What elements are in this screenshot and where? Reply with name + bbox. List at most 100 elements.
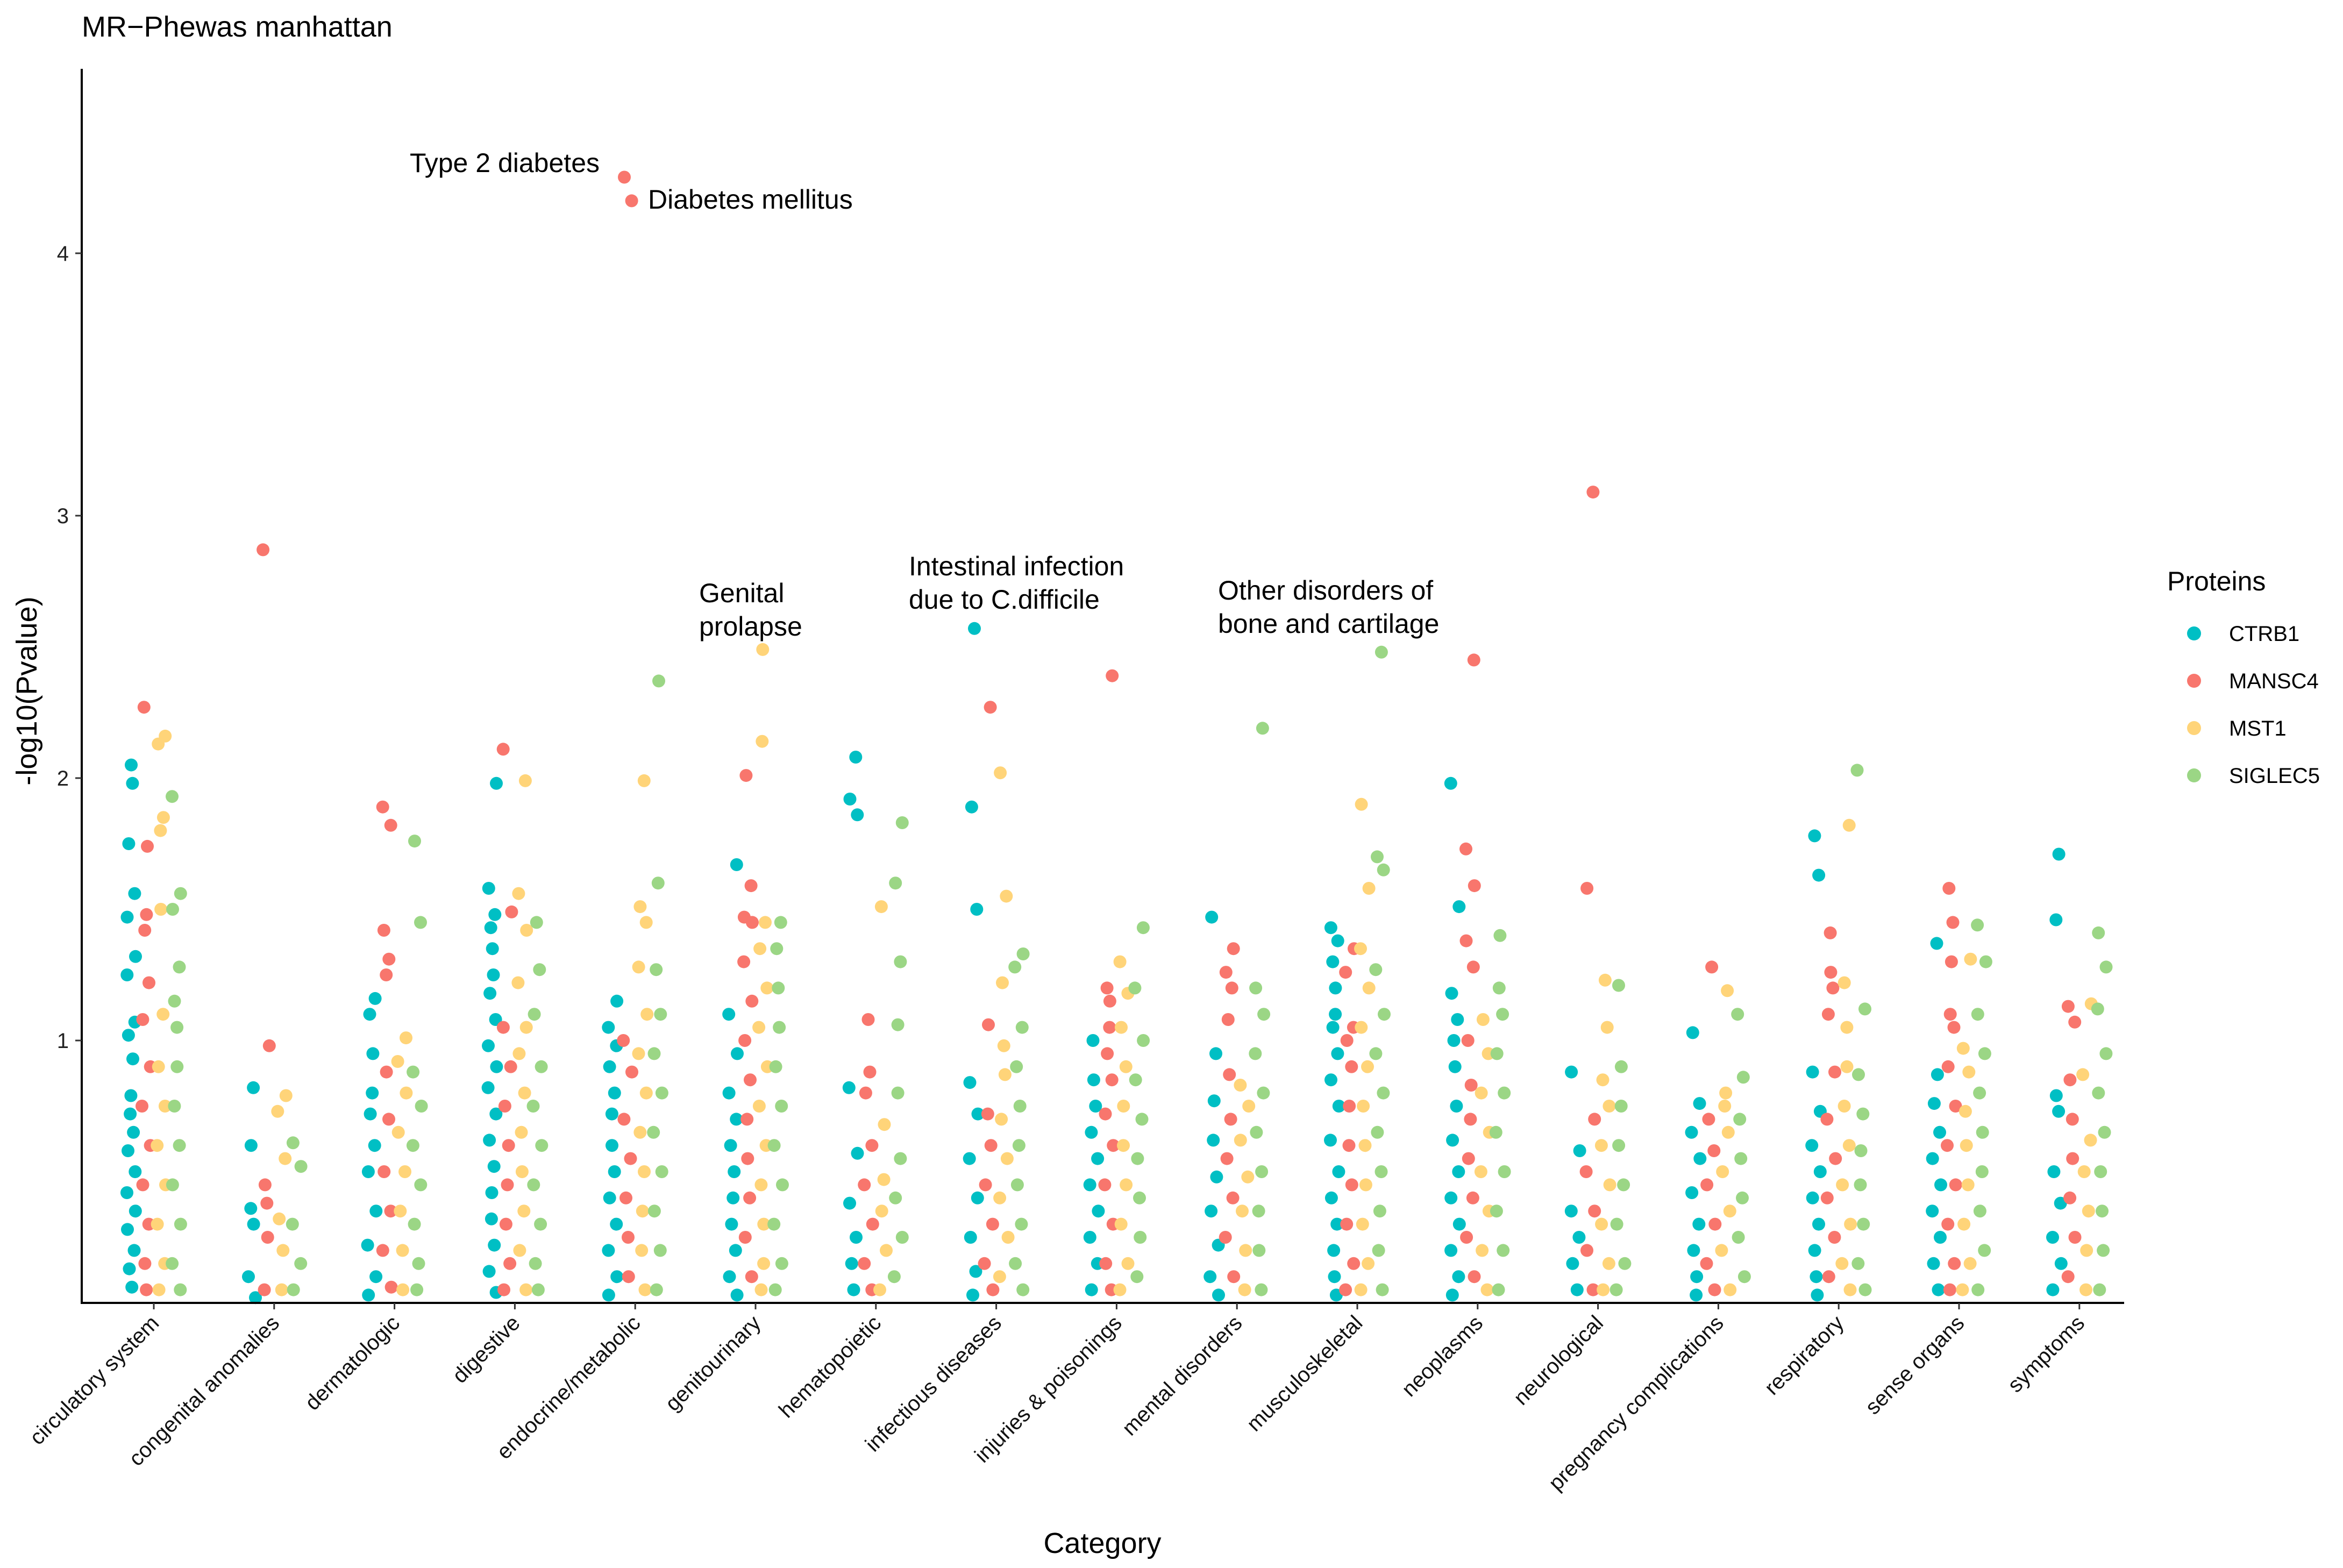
point-mst1 — [637, 774, 651, 787]
point-ctrb1 — [482, 882, 495, 895]
annotation-label: bone and cartilage — [1218, 609, 1439, 639]
point-ctrb1 — [1808, 1244, 1821, 1257]
point-siglec5 — [1008, 960, 1022, 974]
y-tick-label: 3 — [57, 504, 69, 528]
point-ctrb1 — [129, 950, 142, 963]
point-siglec5 — [170, 1021, 184, 1034]
point-mst1 — [639, 1086, 653, 1100]
point-siglec5 — [1255, 1283, 1268, 1296]
point-ctrb1 — [1690, 1270, 1704, 1284]
point-siglec5 — [1736, 1071, 1750, 1084]
point-mansc4 — [496, 743, 510, 756]
point-siglec5 — [1737, 1270, 1751, 1284]
point-siglec5 — [1371, 1125, 1384, 1139]
point-siglec5 — [406, 1139, 419, 1152]
point-ctrb1 — [363, 1008, 376, 1021]
point-mansc4 — [1820, 1191, 1834, 1204]
point-mansc4 — [1227, 1270, 1241, 1284]
point-ctrb1 — [485, 1212, 498, 1225]
point-ctrb1 — [124, 1107, 137, 1121]
point-mst1 — [639, 916, 653, 929]
point-siglec5 — [1133, 1191, 1146, 1204]
point-mansc4 — [1949, 1178, 1962, 1192]
point-ctrb1 — [486, 942, 499, 956]
point-siglec5 — [1733, 1113, 1747, 1126]
point-mst1 — [1844, 1217, 1857, 1231]
point-siglec5 — [1496, 1008, 1509, 1021]
point-siglec5 — [1137, 1034, 1150, 1047]
point-mst1 — [1956, 1283, 1969, 1296]
point-ctrb1 — [125, 1280, 139, 1294]
point-mst1 — [636, 1204, 649, 1218]
point-ctrb1 — [725, 1217, 738, 1231]
point-ctrb1 — [1926, 1152, 1939, 1165]
point-siglec5 — [1013, 1100, 1027, 1113]
point-mst1 — [1119, 1060, 1133, 1073]
point-ctrb1 — [1686, 1026, 1699, 1039]
point-mansc4 — [1945, 955, 1958, 968]
point-mansc4 — [1103, 994, 1116, 1008]
point-mst1 — [752, 1021, 766, 1034]
point-mst1 — [396, 1244, 409, 1257]
point-ctrb1 — [1092, 1204, 1105, 1218]
point-mansc4 — [1221, 1013, 1235, 1026]
point-mst1 — [400, 1031, 412, 1045]
point-mansc4 — [1586, 1283, 1600, 1296]
point-mst1 — [1355, 797, 1368, 811]
point-mansc4 — [2068, 1231, 2082, 1244]
legend-swatch-mst1 — [2187, 721, 2201, 735]
point-mansc4 — [1219, 1231, 1232, 1244]
point-mst1 — [519, 1021, 533, 1034]
point-ctrb1 — [366, 1047, 380, 1060]
point-mansc4 — [982, 1018, 995, 1031]
point-ctrb1 — [369, 1270, 383, 1284]
point-mst1 — [1236, 1204, 1249, 1218]
point-mansc4 — [257, 543, 270, 557]
point-ctrb1 — [126, 1052, 139, 1066]
point-siglec5 — [2097, 1244, 2110, 1257]
point-siglec5 — [414, 916, 427, 929]
point-ctrb1 — [1444, 1191, 1458, 1204]
point-siglec5 — [1015, 1021, 1029, 1034]
point-siglec5 — [1971, 1283, 1985, 1296]
point-mst1 — [1719, 1086, 1733, 1100]
point-mansc4 — [1466, 960, 1480, 974]
point-mansc4 — [1099, 1107, 1112, 1121]
point-ctrb1 — [122, 1029, 135, 1042]
point-siglec5 — [770, 942, 784, 956]
point-ctrb1 — [490, 776, 503, 790]
point-siglec5 — [168, 994, 181, 1008]
point-ctrb1 — [1324, 1191, 1338, 1204]
point-mansc4 — [1461, 1034, 1475, 1047]
point-ctrb1 — [1808, 829, 1821, 843]
point-siglec5 — [294, 1257, 308, 1270]
point-mst1 — [518, 1086, 531, 1100]
point-siglec5 — [655, 1086, 668, 1100]
point-mansc4 — [1107, 1139, 1120, 1152]
point-mansc4 — [143, 976, 155, 989]
point-siglec5 — [174, 887, 187, 900]
point-siglec5 — [1492, 981, 1506, 995]
point-siglec5 — [1377, 863, 1390, 876]
point-mst1 — [994, 766, 1007, 780]
point-mansc4 — [136, 1013, 149, 1026]
point-ctrb1 — [1931, 1068, 1944, 1081]
point-ctrb1 — [481, 1081, 495, 1094]
point-ctrb1 — [120, 968, 134, 981]
point-ctrb1 — [845, 1257, 858, 1270]
point-ctrb1 — [1083, 1231, 1096, 1244]
point-mst1 — [640, 1008, 654, 1021]
point-mansc4 — [866, 1217, 879, 1231]
point-mst1 — [520, 924, 533, 937]
point-siglec5 — [891, 1086, 905, 1100]
point-mst1 — [2084, 1134, 2097, 1147]
point-ctrb1 — [1572, 1231, 1586, 1244]
point-siglec5 — [528, 1008, 541, 1021]
point-ctrb1 — [1329, 1008, 1342, 1021]
point-mst1 — [638, 1283, 652, 1296]
point-mansc4 — [1340, 1034, 1354, 1047]
point-mansc4 — [979, 1178, 992, 1192]
point-mansc4 — [2068, 1015, 2082, 1029]
point-ctrb1 — [1452, 900, 1466, 914]
point-mst1 — [1114, 1217, 1128, 1231]
